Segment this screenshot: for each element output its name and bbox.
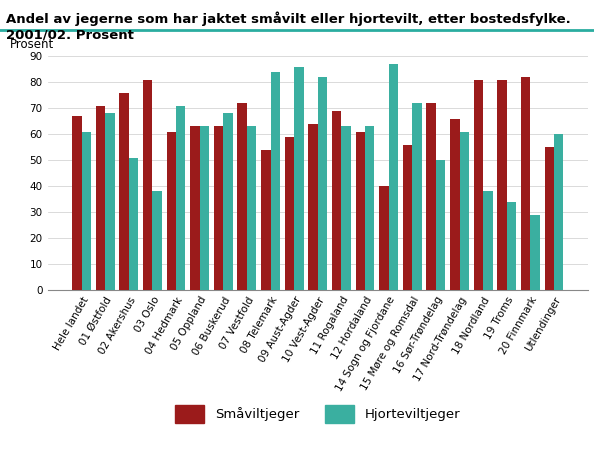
Bar [342, 126, 351, 290]
Bar [72, 116, 81, 290]
Bar [379, 186, 388, 290]
Bar [119, 93, 129, 290]
Bar [81, 132, 91, 290]
Bar [460, 132, 469, 290]
Bar [318, 77, 327, 290]
Bar [247, 126, 257, 290]
Bar [153, 191, 162, 290]
Bar [143, 80, 153, 290]
Bar [530, 215, 540, 290]
Bar [214, 126, 223, 290]
Bar [507, 202, 516, 290]
Bar [483, 191, 492, 290]
Bar [105, 113, 115, 290]
Bar [270, 72, 280, 290]
Bar [200, 126, 209, 290]
Bar [388, 64, 398, 290]
Bar [308, 124, 318, 290]
Bar [426, 103, 436, 290]
Bar [176, 106, 185, 290]
Bar [238, 103, 247, 290]
Text: Andel av jegerne som har jaktet småvilt eller hjortevilt, etter bostedsfylke. 20: Andel av jegerne som har jaktet småvilt … [6, 12, 571, 41]
Bar [545, 147, 554, 290]
Bar [190, 126, 200, 290]
Bar [403, 145, 412, 290]
Bar [497, 80, 507, 290]
Bar [412, 103, 422, 290]
Bar [332, 111, 342, 290]
Bar [285, 137, 294, 290]
Bar [294, 66, 304, 290]
Bar [96, 106, 105, 290]
Bar [554, 134, 564, 290]
Bar [223, 113, 233, 290]
Bar [521, 77, 530, 290]
Bar [474, 80, 483, 290]
Bar [356, 132, 365, 290]
Bar [365, 126, 374, 290]
Legend: Småviltjeger, Hjorteviltjeger: Småviltjeger, Hjorteviltjeger [170, 399, 466, 429]
Bar [166, 132, 176, 290]
Bar [450, 118, 460, 290]
Bar [129, 158, 138, 290]
Bar [261, 150, 270, 290]
Bar [436, 160, 446, 290]
Text: Prosent: Prosent [10, 38, 54, 51]
